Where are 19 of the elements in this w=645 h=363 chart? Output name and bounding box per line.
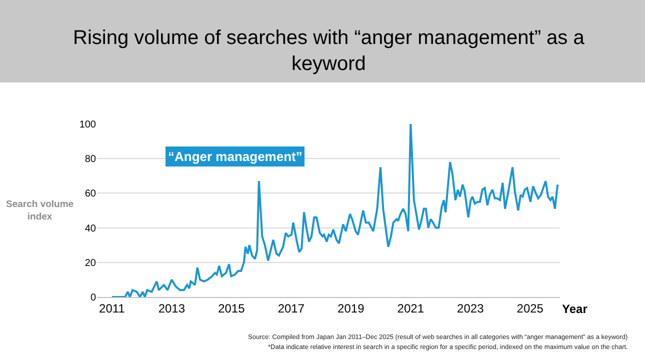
y-axis-title: Search volume index <box>6 199 74 222</box>
x-tick-label: 2011 <box>99 301 126 316</box>
x-tick-label: 2015 <box>218 301 246 316</box>
x-tick-label: 2025 <box>516 301 544 316</box>
y-tick-label: 60 <box>84 188 96 200</box>
y-tick-label: 40 <box>84 223 96 234</box>
x-tick-label: 2023 <box>457 301 484 316</box>
x-tick-label: 2017 <box>278 301 305 316</box>
y-tick-label: 80 <box>84 154 96 166</box>
text: “Anger management” <box>168 149 302 164</box>
y-tick-label: 20 <box>84 258 96 269</box>
x-tick-label: 2019 <box>338 301 365 316</box>
line-series <box>110 124 559 297</box>
x-tick-label: 2013 <box>158 301 186 316</box>
y-tick-label: 100 <box>79 120 96 130</box>
chart-title: Rising volume of searches with “anger management” as a keyword <box>73 27 586 75</box>
x-axis-title: Year <box>562 302 588 316</box>
x-tick-label: 2021 <box>397 301 424 316</box>
y-tick-label: 0 <box>90 292 96 304</box>
